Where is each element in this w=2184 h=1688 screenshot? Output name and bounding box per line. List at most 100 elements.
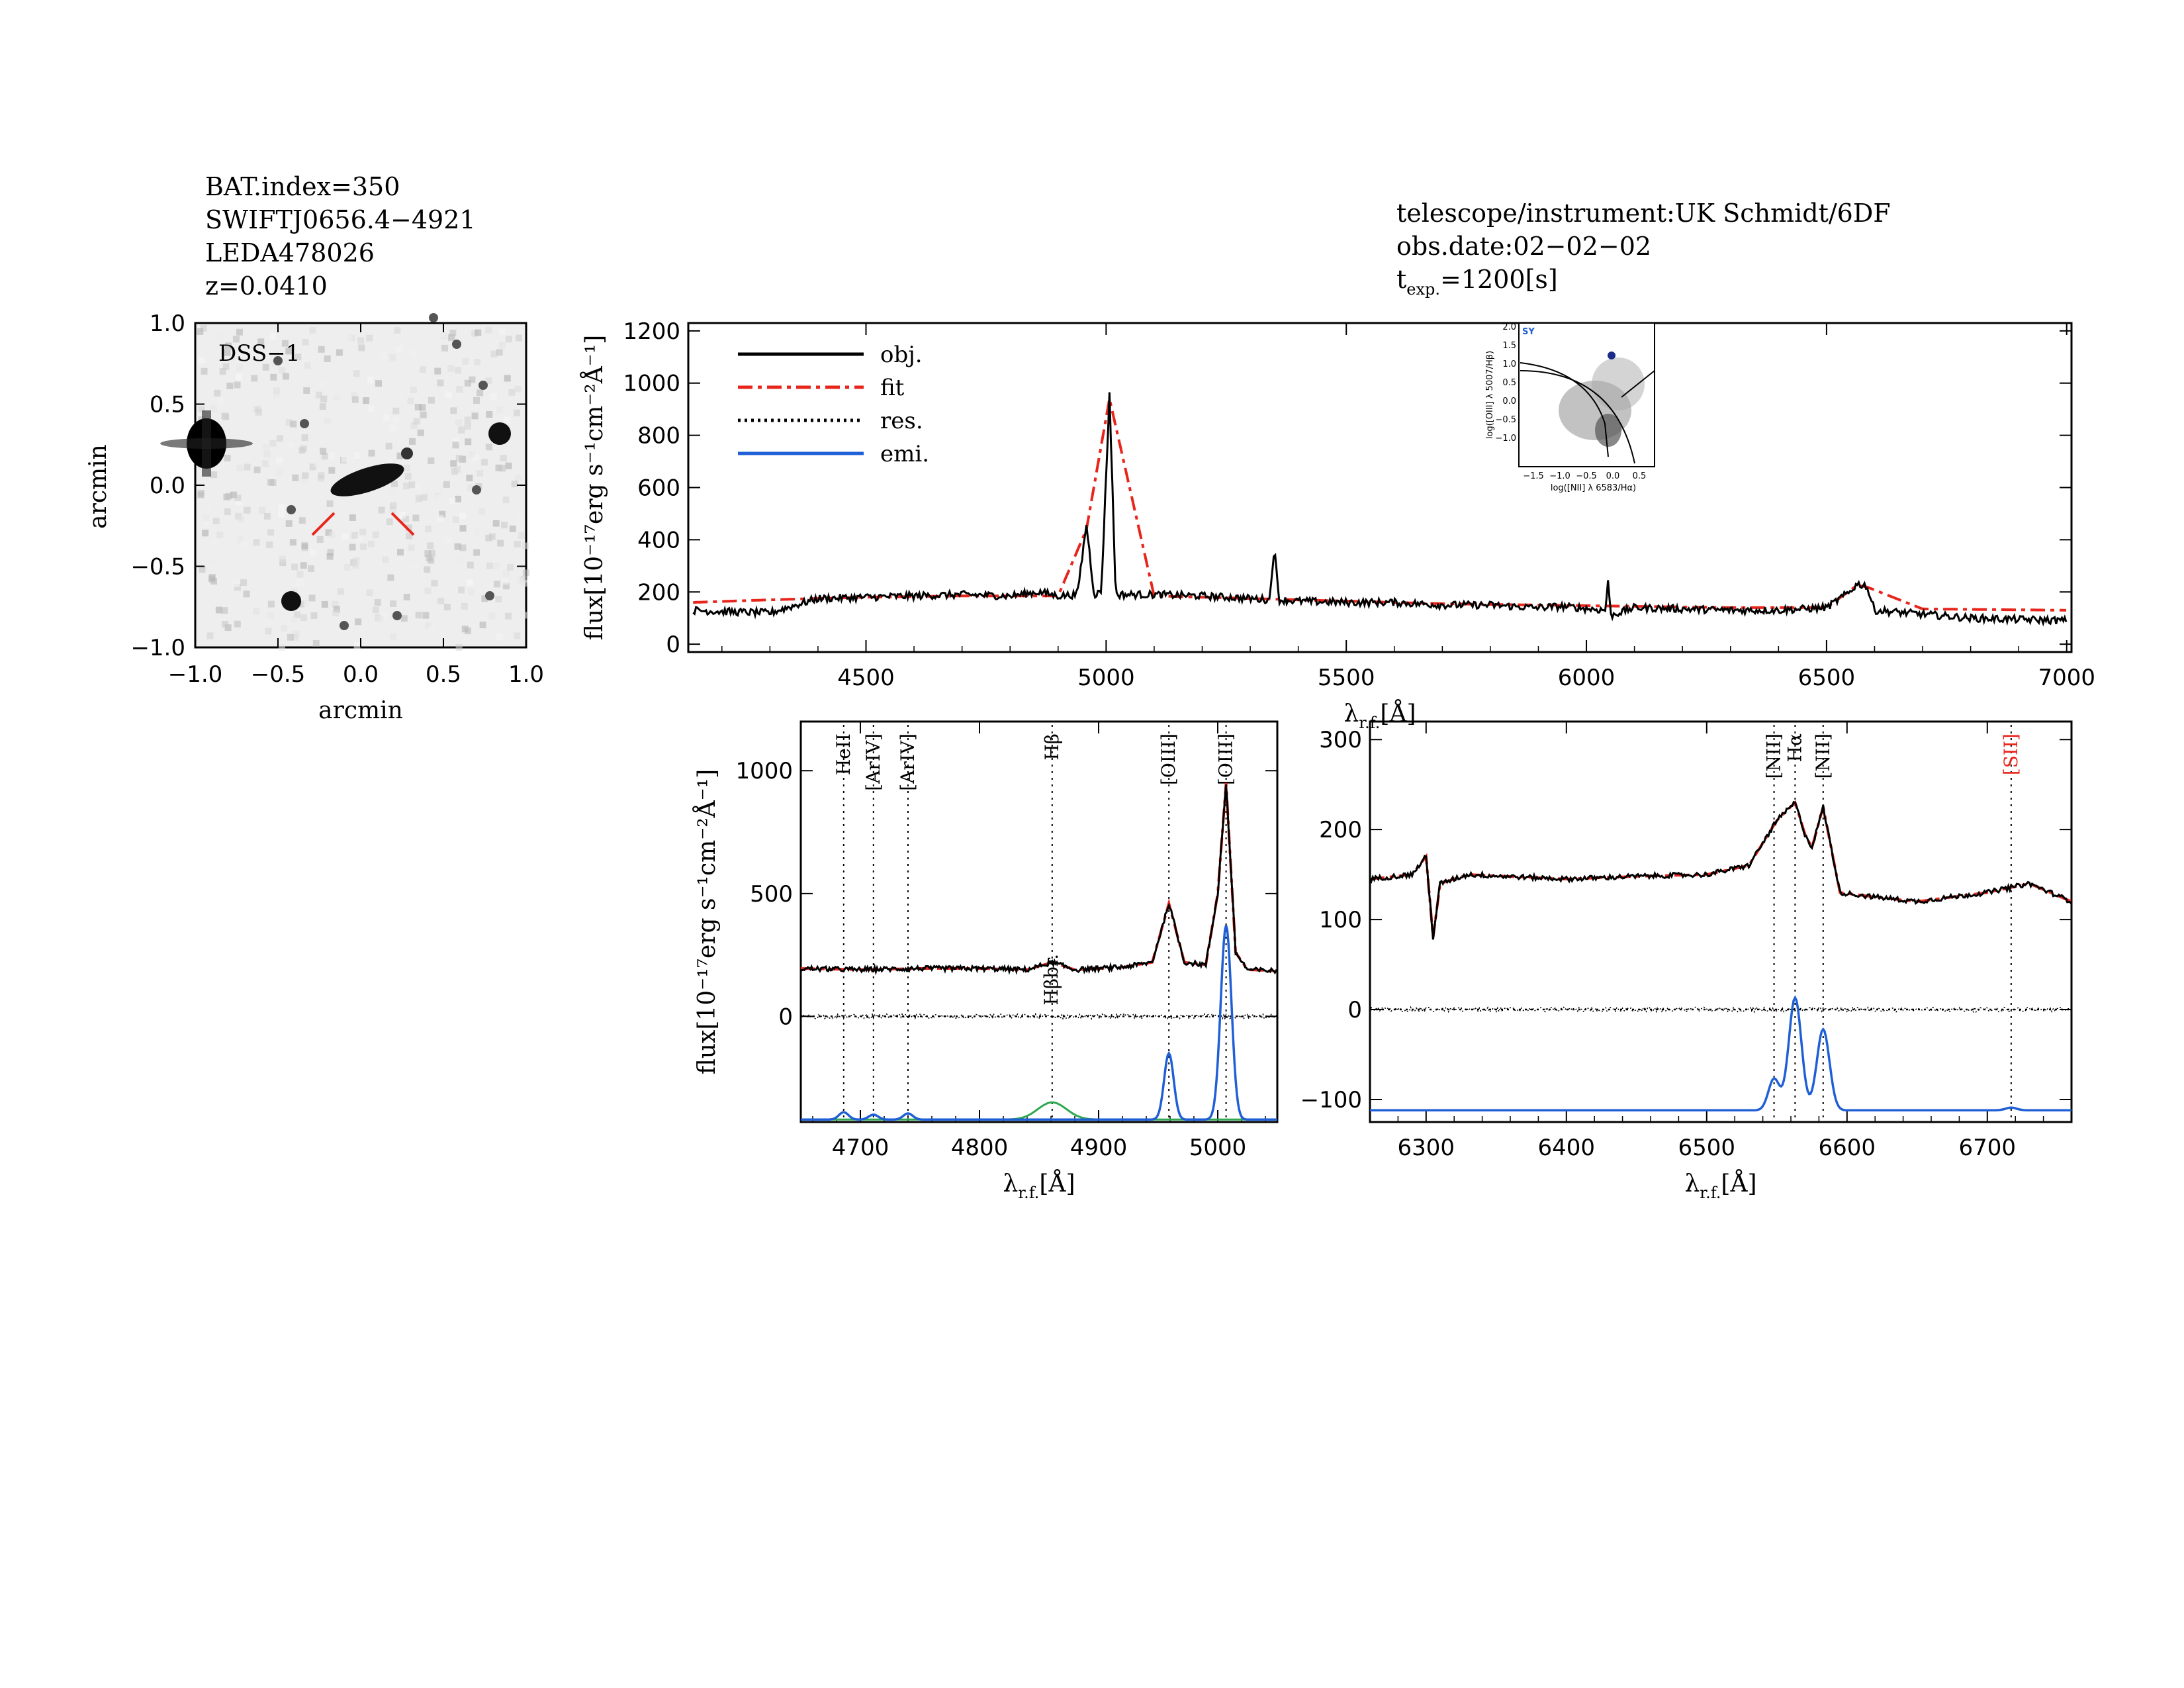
noise-pixel [428,457,435,465]
noise-pixel [276,457,283,464]
noise-pixel [395,346,402,353]
noise-pixel [355,618,362,626]
noise-pixel [275,427,282,434]
ytick-label: 1000 [735,758,793,784]
noise-pixel [234,620,241,628]
noise-pixel [253,466,261,473]
noise-pixel [266,541,273,548]
star-near-galaxy [401,447,413,459]
noise-pixel [234,584,241,591]
image-ytick-label: 1.0 [150,310,185,337]
bpt-ytick-label: 0.0 [1502,397,1516,406]
noise-pixel [452,438,459,445]
noise-pixel [465,438,472,445]
noise-pixel [454,543,461,550]
noise-pixel [497,539,504,547]
object-spectrum [1369,800,2073,940]
noise-pixel [412,514,420,522]
noise-pixel [210,405,217,412]
noise-pixel [312,639,320,647]
noise-pixel [398,512,406,519]
star-spike-v [202,410,211,477]
noise-pixel [291,563,298,571]
noise-pixel [392,417,400,424]
noise-pixel [291,616,297,624]
emission-components [801,925,1277,1121]
noise-pixel [263,444,270,451]
noise-pixel [292,474,299,481]
faint-source [392,611,402,620]
noise-pixel [405,524,412,532]
noise-pixel [427,542,434,549]
noise-pixel [413,418,420,425]
noise-pixel [197,490,205,496]
noise-pixel [315,391,322,399]
noise-pixel [452,516,459,524]
exposure-time: texp.=1200[s] [1396,265,1558,299]
noise-pixel [288,442,295,449]
noise-pixel [319,403,326,410]
noise-pixel [320,395,327,402]
xtick-label: 6000 [1558,665,1615,691]
noise-pixel [501,522,508,529]
line-label: [ArIV] [897,733,919,791]
noise-pixel [232,336,240,343]
noise-pixel [425,622,432,629]
noise-pixel [485,326,492,334]
noise-pixel [380,612,387,619]
image-ytick-label: −0.5 [130,554,185,581]
noise-pixel [366,334,373,342]
line-label: [ArIV] [862,733,884,791]
x-axis-label-unit: [Å] [1380,700,1416,727]
ytick-label: 0 [778,1004,793,1030]
noise-pixel [289,539,296,546]
noise-pixel [458,586,465,594]
ytick-label: 1000 [623,371,680,397]
obs-date: obs.date:02−02−02 [1396,232,1651,261]
noise-pixel [511,481,518,488]
noise-pixel [225,342,232,350]
noise-pixel [279,555,286,563]
image-xtick-label: 0.5 [426,661,461,688]
ytick-label: 100 [1319,907,1362,933]
noise-pixel [420,494,428,501]
noise-pixel [426,491,433,498]
target-galaxy [330,463,404,496]
noise-pixel [518,532,525,539]
noise-pixel [400,615,408,622]
noise-pixel [270,464,277,471]
noise-pixel [308,594,316,602]
noise-pixel [198,357,205,364]
noise-pixel [291,633,298,641]
noise-pixel [353,452,361,459]
noise-pixel [351,396,359,403]
noise-pixel [318,346,325,353]
noise-pixel [293,611,300,618]
noise-pixel [293,630,300,637]
telescope-instrument: telescope/instrument:UK Schmidt/6DF [1396,199,1891,228]
noise-pixel [293,556,300,563]
noise-pixel [206,632,214,639]
noise-pixel [428,397,435,404]
noise-pixel [507,492,514,500]
noise-pixel [333,606,340,613]
x-axis-label: λr.f.[Å] [1684,1170,1756,1202]
noise-pixel [485,444,492,451]
line-label: Hβ [1041,733,1063,761]
noise-pixel [221,607,228,614]
noise-pixel [508,389,516,396]
ytick-label: 300 [1319,727,1362,753]
bpt-xtick-label: 0.0 [1606,471,1620,481]
noise-pixel [514,474,522,481]
noise-pixel [429,625,435,632]
bpt-ytick-label: 1.5 [1502,341,1516,351]
noise-pixel [492,538,498,545]
noise-pixel [208,558,215,565]
noise-pixel [505,336,512,343]
bpt-xlabel: log([NII] λ 6583/Hα) [1551,483,1636,493]
image-axes: −1.0 −0.5 0.0 0.5 1.0 1.0 0.5 0.0 −0.5 −1.0 [130,310,544,688]
image-ytick-label: −1.0 [130,635,185,661]
noise-pixel [298,600,304,608]
noise-pixel [410,387,417,394]
noise-pixel [237,515,244,522]
